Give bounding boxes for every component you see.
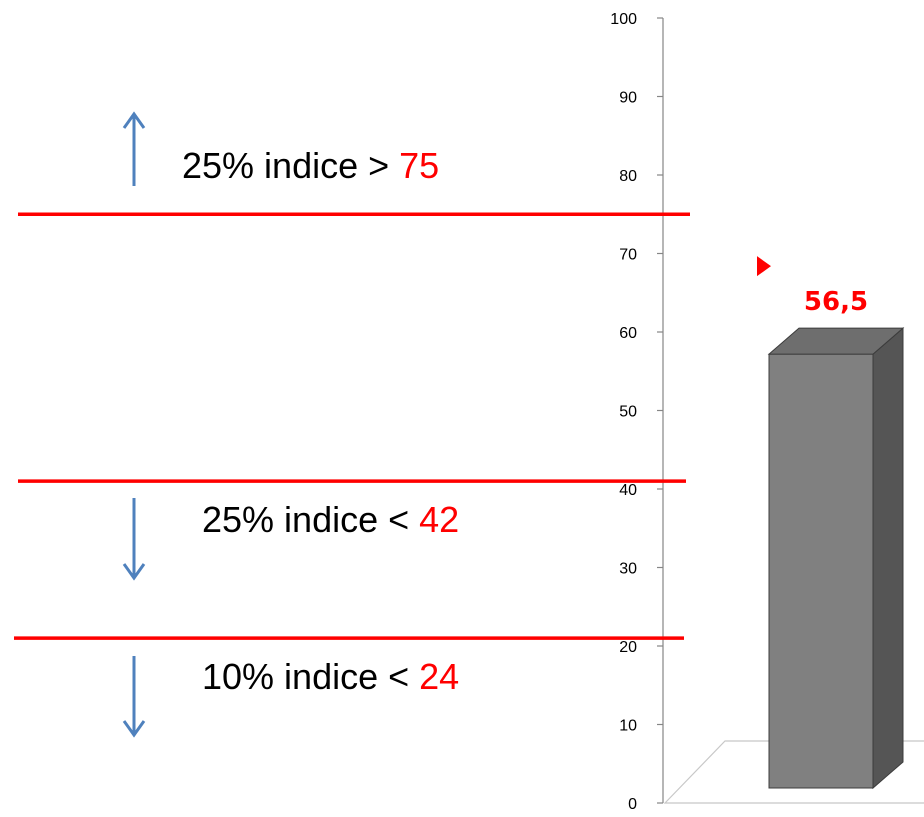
bar-side-face [872, 327, 904, 790]
y-tick-label: 80 [619, 168, 637, 185]
threshold-annotation: 25% indice > 75 [182, 145, 439, 186]
threshold-value: 75 [399, 145, 439, 186]
marker-triangle-icon [757, 256, 771, 277]
bar-top-face [767, 327, 905, 355]
y-tick-label: 30 [619, 561, 637, 578]
annotation-text: 10% indice < [202, 656, 419, 697]
y-tick-label: 100 [610, 11, 637, 28]
threshold-annotation: 10% indice < 24 [202, 656, 459, 697]
threshold-value: 42 [419, 499, 459, 540]
arrow-down-icon [122, 656, 146, 738]
annotation-text: 25% indice > [182, 145, 399, 186]
y-tick-label: 90 [619, 90, 637, 107]
y-axis: 0 10 20 30 40 50 60 70 80 90 100 [610, 11, 664, 813]
threshold-value: 24 [419, 656, 459, 697]
bar [767, 327, 905, 790]
arrow-down-icon [122, 498, 146, 581]
annotation-text: 25% indice < [202, 499, 419, 540]
y-tick-label: 20 [619, 639, 637, 656]
arrow-up-icon [122, 111, 146, 186]
threshold-annotation: 25% indice < 42 [202, 499, 459, 540]
y-tick-label: 70 [619, 247, 637, 264]
reference-lines [14, 212, 690, 640]
bar-data-label: 56,5 [804, 287, 868, 317]
y-tick-label: 50 [619, 404, 637, 421]
annotations: 25% indice > 75 25% indice < 42 10% indice… [122, 111, 459, 738]
bar-front-face [768, 353, 874, 789]
bar-series: 56,5 [757, 256, 905, 790]
y-tick-label: 40 [619, 482, 637, 499]
y-tick-label: 60 [619, 325, 637, 342]
y-tick-label: 10 [619, 718, 637, 735]
y-tick-label: 0 [628, 796, 637, 813]
